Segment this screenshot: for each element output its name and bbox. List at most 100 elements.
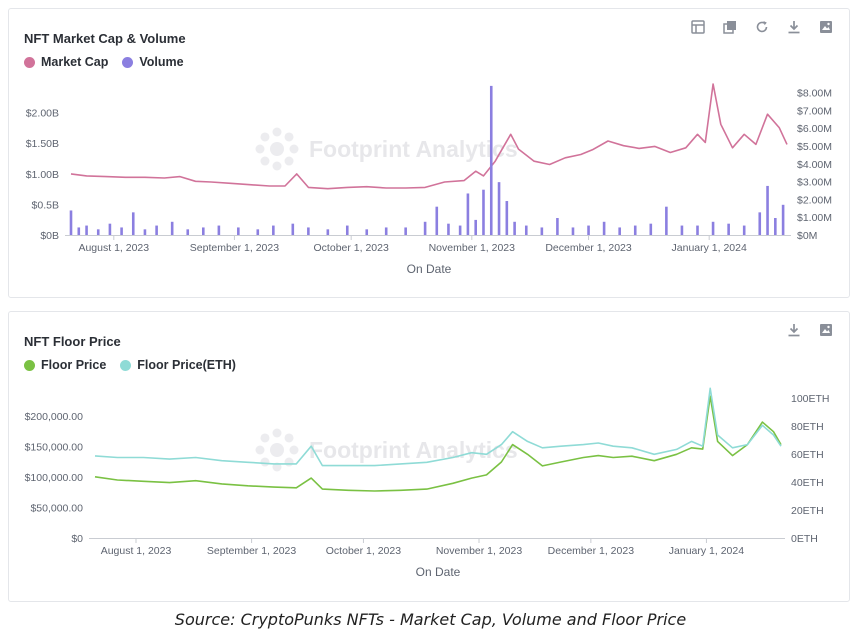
volume-bar [505,201,509,235]
volume-bar [649,223,653,235]
copy-icon[interactable] [720,17,739,36]
volume-bar [272,225,275,235]
volume-bar [202,227,205,235]
volume-bar [143,229,147,235]
series-line-market-cap [70,83,788,190]
y-right-tick-label: $5.00M [797,141,832,153]
y-left-tick-label: $1.50B [26,138,59,150]
volume-bar [365,229,369,235]
watermark-logo [289,445,299,455]
x-tick-label: August 1, 2023 [101,545,172,557]
volume-bar [307,227,310,235]
legend-item-floor-price-eth[interactable]: Floor Price(ETH) [120,358,236,372]
watermark-logo [272,127,282,137]
series-line-floor-price [94,395,782,492]
volume-bar [680,225,684,235]
watermark-logo [260,156,270,166]
x-tick-label: December 1, 2023 [545,242,632,254]
y-right-tick-label: $2.00M [797,194,832,206]
volume-bar [77,227,81,235]
legend-item-floor-price[interactable]: Floor Price [24,358,106,372]
y-right-tick-label: $4.00M [797,159,832,171]
volume-bar [131,212,135,235]
watermark-logo [284,433,294,443]
y-left-tick-label: $50,000.00 [30,503,83,515]
volume-bar [482,189,485,235]
download-icon[interactable] [784,320,803,339]
volume-bar [489,85,493,235]
volume-bar [618,227,621,235]
x-axis-title: On Date [407,262,452,276]
legend-label: Market Cap [41,55,109,69]
watermark-text: Footprint Analytics [309,437,518,463]
image-export-icon[interactable] [816,320,835,339]
volume-bar [758,212,762,235]
legend-item-volume[interactable]: Volume [122,55,184,69]
volume-bar [727,223,730,235]
y-right-tick-label: 80ETH [791,421,824,433]
y-left-tick-label: $0.5B [32,199,59,211]
x-tick-label: October 1, 2023 [314,242,389,254]
watermark-logo [272,161,282,171]
legend-label: Floor Price [41,358,107,372]
volume-bar [170,221,174,235]
volume-bar [466,193,470,235]
x-tick-label: January 1, 2024 [672,242,747,254]
y-right-tick-label: $1.00M [797,212,832,224]
legend-dot [122,56,134,68]
volume-bar [291,223,295,235]
volume-bar [85,225,88,235]
volume-bar [587,225,590,235]
panel-title: NFT Market Cap & Volume [24,31,186,46]
y-right-tick-label: 100ETH [791,393,830,405]
y-right-tick-label: $8.00M [797,88,832,100]
y-right-tick-label: $6.00M [797,123,832,135]
y-right-tick-label: 0ETH [791,533,818,545]
floor-price-chart: Footprint Analytics $0 $50,000.00 $100,000.… [25,387,830,579]
watermark-logo [284,156,294,166]
y-left-tick-label: $1.00B [26,169,59,181]
volume-bar [120,227,123,235]
y-right-tick-label: $0M [797,230,817,242]
legend-item-market-cap[interactable]: Market Cap [24,55,108,69]
image-export-icon[interactable] [816,17,835,36]
y-right-tick-label: $3.00M [797,177,832,189]
x-tick-label: November 1, 2023 [436,545,523,557]
watermark-logo [284,132,294,142]
legend: Market Cap Volume [24,55,184,69]
volume-bar [458,225,462,235]
y-left-tick-label: $200,000.00 [25,411,84,423]
legend-label: Volume [139,55,184,69]
refresh-icon[interactable] [752,17,771,36]
volume-bar [186,229,190,235]
figure-caption: Source: CryptoPunks NFTs - Market Cap, V… [174,610,687,629]
table-view-icon[interactable] [688,17,707,36]
legend-dot [24,56,35,68]
watermark-logo [289,144,299,154]
volume-bar [435,206,439,235]
download-icon[interactable] [784,17,803,36]
volume-bar [540,227,544,235]
volume-bar [665,206,668,235]
volume-bar [766,185,769,235]
watermark-logo [260,433,270,443]
x-tick-label: December 1, 2023 [548,545,635,557]
legend: Floor Price Floor Price(ETH) [24,358,236,372]
y-right-tick-label: $7.00M [797,105,832,117]
volume-bar [404,227,407,235]
volume-bar [633,225,637,235]
watermark-logo [255,445,265,455]
watermark-logo [260,457,270,467]
volume-bar [742,225,746,235]
volume-bar [696,225,699,235]
volume-bar [108,223,112,235]
watermark-logo [284,457,294,467]
volume-bar [69,210,73,235]
volume-bar [155,225,158,235]
watermark-text: Footprint Analytics [309,136,518,162]
x-tick-label: September 1, 2023 [207,545,296,557]
legend-label: Floor Price(ETH) [137,358,236,372]
legend-dot [24,359,35,371]
floor-price-panel: NFT Floor Price Floor Price Floor Price(… [8,311,850,602]
x-tick-label: August 1, 2023 [78,242,149,254]
